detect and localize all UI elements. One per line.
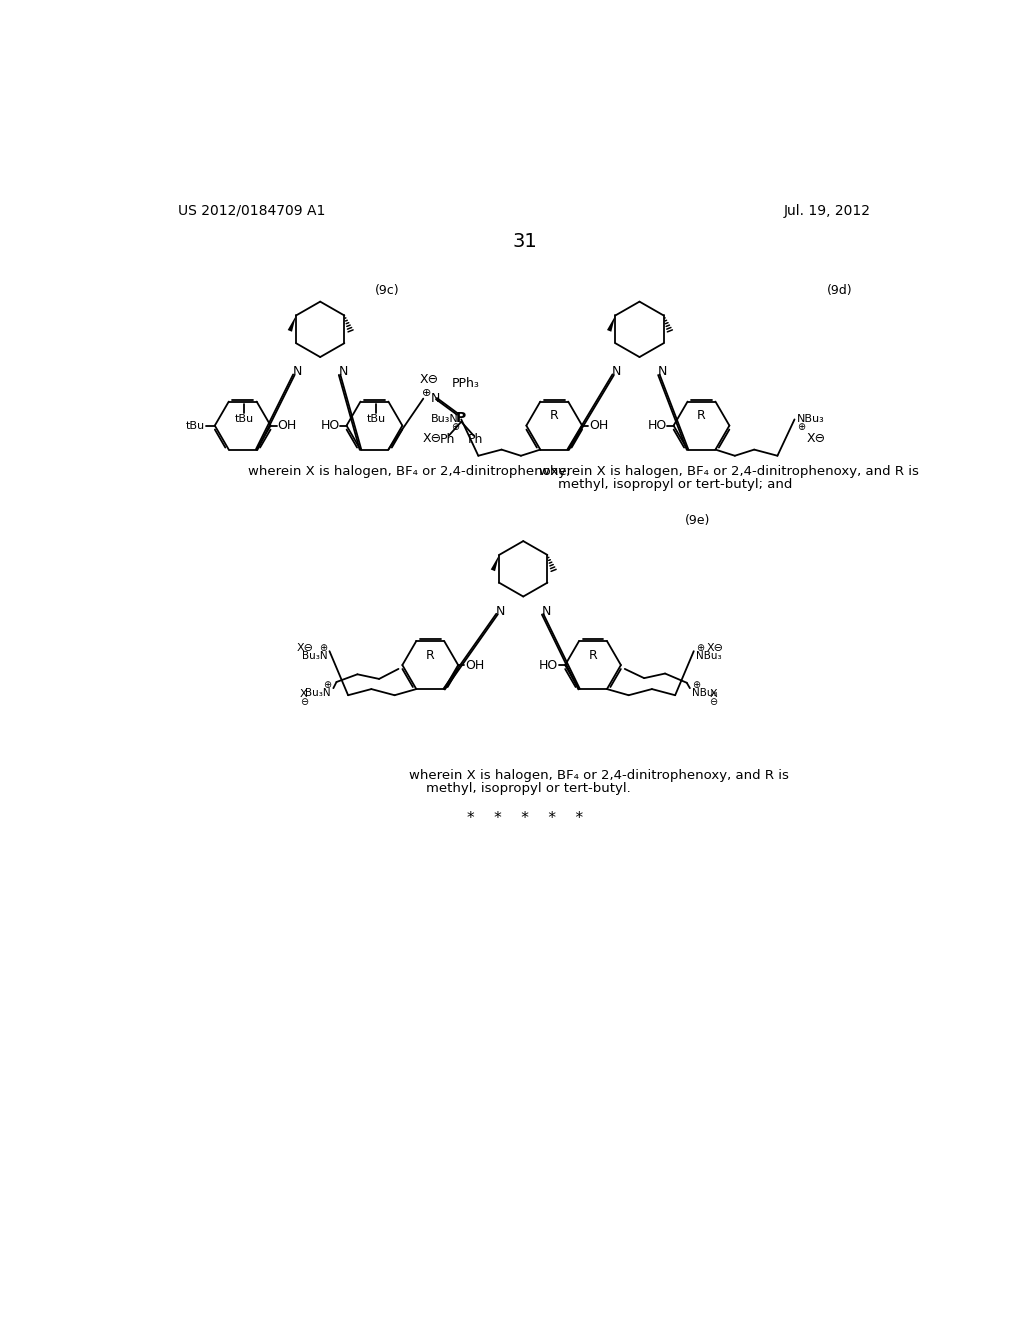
Text: R: R [426,648,434,661]
Text: ⊕: ⊕ [696,643,705,653]
Text: ⊖: ⊖ [300,697,308,708]
Text: R: R [589,648,597,661]
Text: X⊖: X⊖ [807,432,825,445]
Text: NBu₃: NBu₃ [696,651,722,661]
Text: wherein X is halogen, BF₄ or 2,4-dinitrophenoxy, and R is: wherein X is halogen, BF₄ or 2,4-dinitro… [539,465,919,478]
Text: N: N [339,366,348,379]
Text: ⊕: ⊕ [323,680,331,690]
Text: Bu₃N: Bu₃N [301,651,328,661]
Text: Bu₃N: Bu₃N [431,414,459,425]
Text: N: N [611,366,621,379]
Text: N: N [542,605,551,618]
Text: tBu: tBu [234,414,254,424]
Polygon shape [607,315,615,331]
Text: ⊕: ⊕ [451,422,459,432]
Text: OH: OH [589,418,608,432]
Text: *    *    *    *    *: * * * * * [467,812,583,826]
Text: R: R [550,409,559,422]
Text: ⊕: ⊕ [422,388,431,399]
Text: US 2012/0184709 A1: US 2012/0184709 A1 [178,203,326,218]
Text: N: N [292,366,302,379]
Text: tBu: tBu [367,414,386,424]
Text: N: N [430,392,439,405]
Polygon shape [288,315,296,331]
Text: X⊖: X⊖ [422,432,441,445]
Text: X: X [300,689,308,700]
Text: OH: OH [465,659,484,672]
Text: ⊕: ⊕ [319,643,328,653]
Text: HO: HO [647,418,667,432]
Text: N: N [658,366,668,379]
Text: ⊕: ⊕ [692,680,700,690]
Text: methyl, isopropyl or tert-butyl; and: methyl, isopropyl or tert-butyl; and [558,478,793,491]
Text: NBu₃: NBu₃ [692,688,718,698]
Text: PPh₃: PPh₃ [452,376,480,389]
Text: X⊖: X⊖ [296,643,313,653]
Text: methyl, isopropyl or tert-butyl.: methyl, isopropyl or tert-butyl. [426,781,631,795]
Text: Jul. 19, 2012: Jul. 19, 2012 [783,203,870,218]
Text: NBu₃: NBu₃ [797,414,824,425]
Text: P: P [456,411,466,425]
Text: Ph: Ph [468,433,483,446]
Text: wherein X is halogen, BF₄ or 2,4-dinitrophenoxy, and R is: wherein X is halogen, BF₄ or 2,4-dinitro… [409,770,788,781]
Text: HO: HO [539,659,558,672]
Text: tBu: tBu [185,421,205,430]
Text: X: X [710,689,717,700]
Text: ⊖: ⊖ [709,697,717,708]
Text: X⊖: X⊖ [420,372,438,385]
Text: X⊖: X⊖ [707,643,724,653]
Text: Bu₃N: Bu₃N [305,688,331,698]
Text: R: R [697,409,706,422]
Text: (9d): (9d) [826,284,852,297]
Text: OH: OH [278,418,297,432]
Text: ⊕: ⊕ [797,422,805,432]
Text: 31: 31 [512,232,538,251]
Polygon shape [490,554,499,572]
Text: wherein X is halogen, BF₄ or 2,4-dinitrophenoxy;: wherein X is halogen, BF₄ or 2,4-dinitro… [248,465,570,478]
Text: Ph: Ph [439,433,455,446]
Text: (9e): (9e) [685,515,711,527]
Text: (9c): (9c) [376,284,400,297]
Text: HO: HO [321,418,340,432]
Text: N: N [496,605,505,618]
